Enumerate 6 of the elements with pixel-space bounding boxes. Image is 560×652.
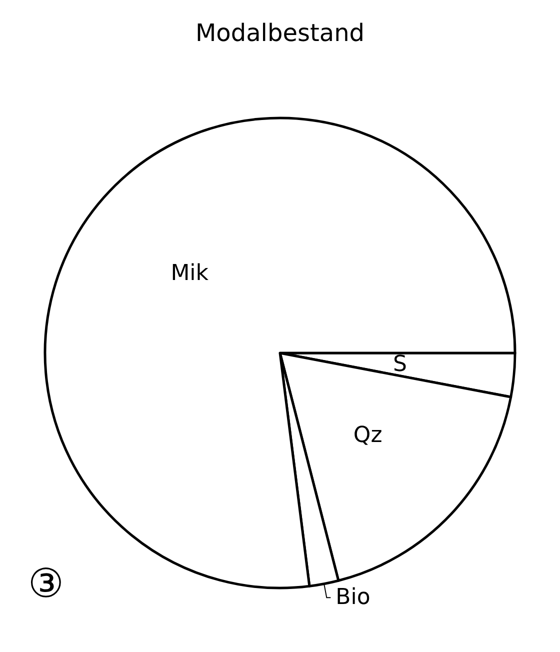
text: ③ xyxy=(28,561,64,607)
slice-label: Bio xyxy=(336,585,370,610)
slice-label: Mik xyxy=(170,260,209,286)
chart-title: Modalbestand xyxy=(195,19,365,47)
slice-label: S xyxy=(392,352,407,377)
slice-label: Qz xyxy=(353,422,382,448)
